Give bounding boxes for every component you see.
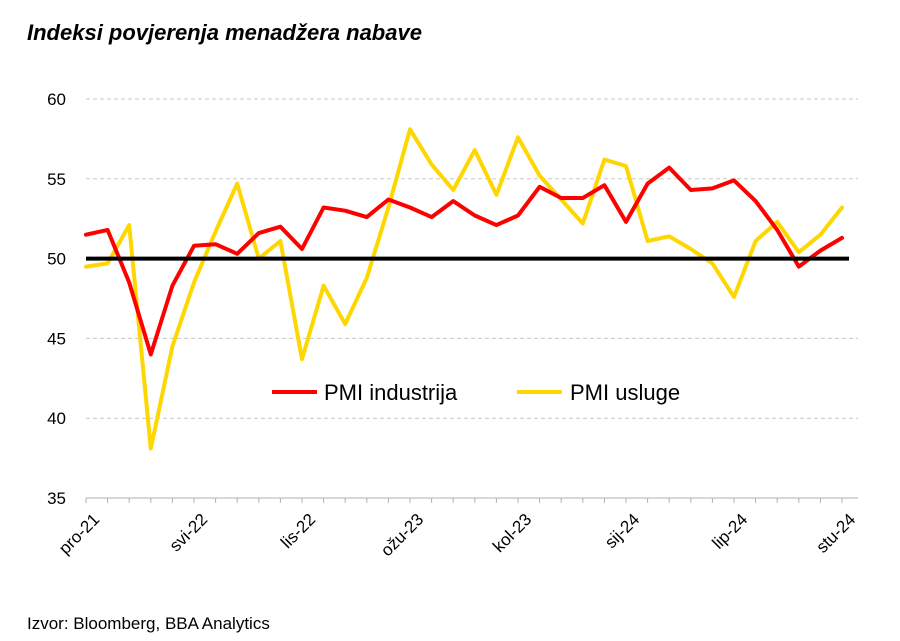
legend-label: PMI usluge <box>570 380 680 405</box>
x-tick-label: pro-21 <box>55 510 103 558</box>
chart-title: Indeksi povjerenja menadžera nabave <box>27 20 422 45</box>
x-tick-label: lis-22 <box>277 510 319 552</box>
x-tick-label: kol-23 <box>489 510 535 556</box>
series-lines <box>84 127 844 451</box>
y-tick-label: 55 <box>47 170 66 189</box>
y-tick-label: 35 <box>47 489 66 508</box>
y-tick-label: 45 <box>47 329 66 348</box>
x-tick-label: stu-24 <box>812 510 859 557</box>
y-tick-label: 60 <box>47 90 66 109</box>
source-note: Izvor: Bloomberg, BBA Analytics <box>27 614 270 633</box>
y-tick-label: 40 <box>47 409 66 428</box>
y-axis-ticks: 35 40 45 50 55 60 <box>47 90 66 508</box>
series-line-pmi-industrija <box>84 165 844 357</box>
x-tick-label: lip-24 <box>708 510 751 553</box>
legend-label: PMI industrija <box>324 380 458 405</box>
x-tick-label: sij-24 <box>601 510 643 552</box>
x-axis: pro-21 svi-22 lis-22 ožu-23 kol-23 sij-24 lip-… <box>55 497 859 560</box>
y-tick-label: 50 <box>47 250 66 269</box>
x-tick-label: svi-22 <box>166 510 212 556</box>
x-tick-label: ožu-23 <box>377 510 427 560</box>
gridlines <box>86 98 858 419</box>
legend: PMI industrija PMI usluge <box>272 380 680 405</box>
series-line-pmi-usluge <box>84 127 844 451</box>
